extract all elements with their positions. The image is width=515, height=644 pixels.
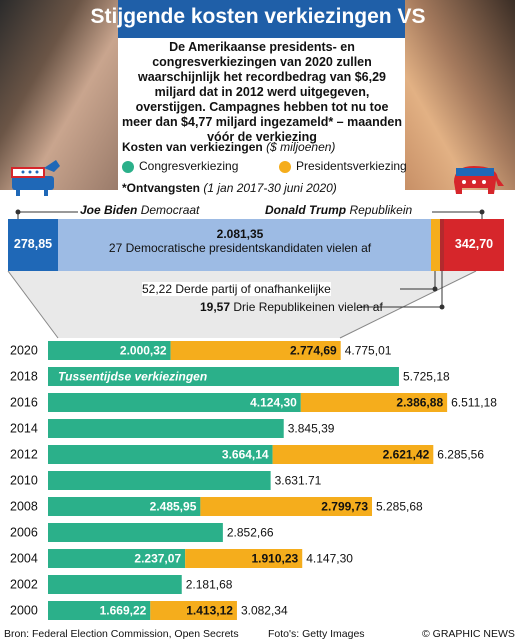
receipts-note: *Ontvangsten (1 jan 2017-30 juni 2020) bbox=[122, 181, 337, 195]
congress-bar bbox=[48, 601, 151, 620]
year-label: 2016 bbox=[10, 396, 38, 410]
congress-bar-label: 4.124,30 bbox=[250, 396, 297, 410]
congress-bar bbox=[48, 341, 171, 360]
president-bar bbox=[272, 445, 434, 464]
president-legend-swatch bbox=[279, 161, 291, 173]
congress-bar bbox=[48, 575, 182, 594]
republicans-out-segment bbox=[440, 219, 444, 271]
congress-bar bbox=[48, 445, 273, 464]
trump-photo bbox=[405, 0, 515, 190]
republicans-out-annotation: 19,57 Drie Republikeinen vielen af bbox=[200, 300, 383, 314]
congress-bar-label: 2.000,32 bbox=[120, 344, 167, 358]
copyright-credit: © GRAPHIC NEWS bbox=[422, 628, 515, 640]
democratic-donkey-icon bbox=[11, 160, 60, 196]
total-label: 2.181,68 bbox=[186, 578, 233, 592]
total-label: 2.852,66 bbox=[227, 526, 274, 540]
page-title: Stijgende kosten verkiezingen VS bbox=[90, 5, 426, 28]
biden-photo bbox=[0, 0, 118, 190]
democrats-text: 27 Democratische presidentskandidaten vi… bbox=[108, 241, 372, 255]
congress-bar bbox=[48, 549, 186, 568]
total-label: 6.285,56 bbox=[437, 448, 484, 462]
year-label: 2010 bbox=[10, 474, 38, 488]
total-label: 6.511,18 bbox=[451, 396, 497, 410]
congress-bar bbox=[48, 471, 271, 490]
president-bar-label: 2.799,73 bbox=[321, 500, 368, 514]
congress-bar-label: 2.237,07 bbox=[134, 552, 181, 566]
trump-label: Donald Trump Republikein bbox=[265, 203, 412, 217]
total-label: 4.147,30 bbox=[306, 552, 353, 566]
year-label: 2014 bbox=[10, 422, 38, 436]
third-party-segment bbox=[431, 219, 440, 271]
year-label: 2004 bbox=[10, 552, 38, 566]
biden-name: Joe Biden bbox=[80, 203, 138, 217]
year-label: 2020 bbox=[10, 344, 38, 358]
intro-text: De Amerikaanse presidents- en congresver… bbox=[122, 40, 402, 144]
congress-bar-label: 1.669,22 bbox=[100, 604, 147, 618]
president-bar-label: 2.774,69 bbox=[290, 344, 337, 358]
congress-bar bbox=[48, 367, 399, 386]
legend-title: Kosten van verkiezingen bbox=[122, 140, 263, 154]
photo-credit: Foto's: Getty Images bbox=[268, 628, 365, 640]
funnel-connector bbox=[7, 271, 477, 339]
congress-bar bbox=[48, 393, 301, 412]
democrats-value: 2.081,35 bbox=[216, 227, 264, 241]
receipts-label: *Ontvangsten bbox=[122, 181, 201, 195]
president-legend-label: Presidentsverkiezing bbox=[296, 159, 407, 173]
congress-bar bbox=[48, 523, 223, 542]
trump-name: Donald Trump bbox=[265, 203, 347, 217]
total-label: 3.631.71 bbox=[275, 474, 322, 488]
republicans-out-text: Drie Republikeinen vielen af bbox=[233, 300, 383, 314]
congress-legend-label: Congresverkiezing bbox=[139, 159, 239, 173]
republican-elephant-icon bbox=[454, 166, 504, 194]
legend-unit: ($ miljoenen) bbox=[266, 140, 336, 154]
biden-segment bbox=[8, 219, 58, 271]
congress-bar bbox=[48, 419, 284, 438]
year-label: 2012 bbox=[10, 448, 38, 462]
biden-party: Democraat bbox=[140, 203, 200, 217]
election-cost-chart: 2020 2.000,32 2.774,69 4.775,01 2018 Tussenti… bbox=[10, 341, 497, 620]
total-label: 5.285,68 bbox=[376, 500, 423, 514]
footer: Bron: Federal Election Commission, Open … bbox=[0, 626, 515, 644]
president-bar bbox=[300, 393, 448, 412]
trump-segment bbox=[444, 219, 504, 271]
total-label: 3.845,39 bbox=[288, 422, 335, 436]
candidate-pointers bbox=[15, 209, 485, 220]
president-bar bbox=[150, 601, 237, 620]
year-label: 2018 bbox=[10, 370, 38, 384]
year-label: 2000 bbox=[10, 604, 38, 618]
biden-value: 278,85 bbox=[13, 237, 53, 251]
congress-bar bbox=[48, 497, 201, 516]
total-label: 3.082,34 bbox=[241, 604, 288, 618]
president-bar-label: 2.386,88 bbox=[396, 396, 443, 410]
president-bar bbox=[185, 549, 303, 568]
biden-label: Joe Biden Democraat bbox=[80, 203, 199, 217]
total-label: 4.775,01 bbox=[345, 344, 392, 358]
third-party-annotation: 52,22 Derde partij of onafhankelijke bbox=[142, 282, 331, 296]
congress-bar-label: 2.485,95 bbox=[150, 500, 197, 514]
democrats-block: 2.081,35 27 Democratische presidentskand… bbox=[60, 227, 420, 255]
total-label: 5.725,18 bbox=[403, 370, 450, 384]
year-label: 2006 bbox=[10, 526, 38, 540]
receipts-period: (1 jan 2017-30 juni 2020) bbox=[203, 181, 337, 195]
president-bar bbox=[170, 341, 341, 360]
congress-bar-label: 3.664,14 bbox=[222, 448, 269, 462]
president-bar-label: 1.910,23 bbox=[252, 552, 299, 566]
president-bar-label: 2.621,42 bbox=[383, 448, 430, 462]
president-bar bbox=[200, 497, 373, 516]
republicans-out-value: 19,57 bbox=[200, 300, 231, 314]
legend-heading: Kosten van verkiezingen ($ miljoenen) bbox=[122, 140, 335, 154]
president-bar-label: 1.413,12 bbox=[186, 604, 233, 618]
source-text: Bron: Federal Election Commission, Open … bbox=[4, 628, 239, 640]
year-label: 2008 bbox=[10, 500, 38, 514]
trump-value: 342,70 bbox=[454, 237, 494, 251]
year-label: 2002 bbox=[10, 578, 38, 592]
trump-party: Republikein bbox=[349, 203, 413, 217]
congress-bar-label: Tussentijdse verkiezingen bbox=[58, 370, 207, 384]
congress-legend-swatch bbox=[122, 161, 134, 173]
